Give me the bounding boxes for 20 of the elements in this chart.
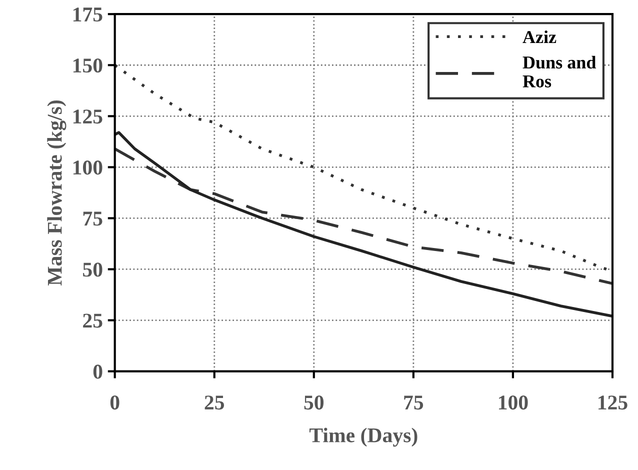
y-tick-label: 125 bbox=[73, 110, 102, 124]
line-series bbox=[114, 131, 612, 318]
y-tick-label: 50 bbox=[83, 262, 102, 277]
y-tick-label: 75 bbox=[83, 212, 102, 226]
x-tick-label: 75 bbox=[404, 396, 424, 410]
y-tick-label: 25 bbox=[83, 314, 102, 328]
y-tick-label: 175 bbox=[73, 8, 102, 22]
y-axis-title: Mass Flowrate (kg/s) bbox=[47, 100, 66, 286]
x-tick-label: 50 bbox=[304, 396, 324, 410]
x-axis-title: Time (Days) bbox=[309, 428, 418, 447]
x-tick-label: 0 bbox=[110, 396, 120, 410]
y-tick-label: 150 bbox=[73, 58, 102, 73]
line-series bbox=[114, 147, 612, 285]
y-tick-label: 0 bbox=[93, 364, 102, 379]
legend-label: Duns and Ros bbox=[522, 56, 596, 88]
x-tick-label: 100 bbox=[498, 396, 528, 410]
x-tick-label: 125 bbox=[598, 396, 628, 410]
x-tick-label: 25 bbox=[204, 396, 224, 410]
legend-label: Aziz bbox=[522, 30, 556, 43]
y-tick-label: 100 bbox=[73, 160, 102, 175]
